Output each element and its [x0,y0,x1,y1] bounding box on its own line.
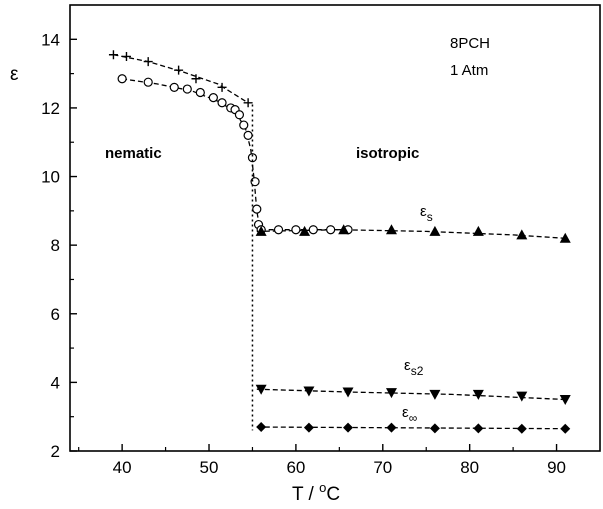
data-point-plus [121,51,131,61]
y-axis-label: ε [10,64,19,85]
series-label-es: εs [420,203,433,224]
data-point-triangle-up [516,229,528,240]
data-point-diamond [429,423,440,434]
compound-label: 8PCH [450,35,490,52]
fit-curves [113,54,566,430]
x-tick-label: 90 [547,458,566,477]
x-tick-label: 70 [373,458,392,477]
data-point-circle [143,77,153,87]
data-point-circle [208,93,218,103]
data-point-circle [250,177,260,187]
data-point-plus [108,50,118,60]
data-point-circle [273,225,284,235]
data-point-triangle-up [429,225,441,236]
data-point-circle [247,153,258,163]
data-point-triangle-up [338,224,350,235]
data-point-triangle-down [255,384,267,395]
data-point-triangle-up [559,232,571,243]
data-markers [108,50,571,434]
y-tick-label: 10 [41,168,60,187]
data-point-triangle-down [516,391,528,402]
y-tick-label: 4 [51,373,60,392]
series-label-es2: εs2 [404,357,424,378]
data-point-triangle-up [299,225,311,236]
data-point-diamond [473,423,484,434]
y-tick-label: 12 [41,99,60,118]
data-point-triangle-up [385,224,397,235]
data-point-circle [195,87,205,98]
y-tick-label: 8 [51,236,60,255]
data-point-circle [308,225,318,235]
data-point-plus [217,82,227,92]
x-tick-label: 60 [286,458,305,477]
fit-curve [113,54,249,104]
data-point-diamond [343,422,354,433]
data-point-plus [143,57,153,67]
fit-curve [256,229,566,239]
data-point-triangle-down [429,389,441,400]
data-point-circle [243,130,253,140]
data-point-circle [252,204,262,214]
data-point-diamond [386,422,397,433]
data-point-triangle-down [342,387,354,398]
isotropic-phase-label: isotropic [356,145,419,162]
data-point-circle [239,120,249,130]
data-point-plus [243,98,253,108]
data-point-diamond [256,421,267,432]
x-axis-label: T / oC [292,480,340,505]
nematic-phase-label: nematic [105,145,162,162]
data-point-triangle-up [255,225,267,236]
data-point-diamond [303,422,314,433]
plot-frame [69,4,601,452]
data-point-triangle-up [472,225,484,236]
data-point-diamond [560,423,571,434]
axis-ticks: 40 50 60 70 80 90 2 4 6 8 10 12 14 [41,30,566,477]
data-point-plus [174,65,184,75]
y-tick-label: 14 [41,30,60,49]
pressure-label: 1 Atm [450,62,488,79]
data-point-circle [169,82,179,92]
data-point-circle [182,84,192,94]
data-point-plus [191,74,201,84]
x-tick-label: 50 [200,458,219,477]
data-point-triangle-down [385,388,397,399]
data-point-circle [117,74,127,84]
x-tick-label: 80 [460,458,479,477]
data-point-triangle-down [559,395,571,406]
data-point-triangle-down [303,386,315,397]
data-point-circle [217,98,227,108]
y-tick-label: 2 [51,442,60,461]
fit-curve [256,388,566,401]
x-tick-label: 40 [113,458,132,477]
data-point-circle [234,110,245,120]
data-point-circle [326,225,336,235]
y-tick-label: 6 [51,305,60,324]
data-point-diamond [516,423,527,434]
series-label-einf: ε∞ [402,404,417,425]
data-point-circle [291,225,301,235]
data-point-triangle-down [472,389,484,400]
